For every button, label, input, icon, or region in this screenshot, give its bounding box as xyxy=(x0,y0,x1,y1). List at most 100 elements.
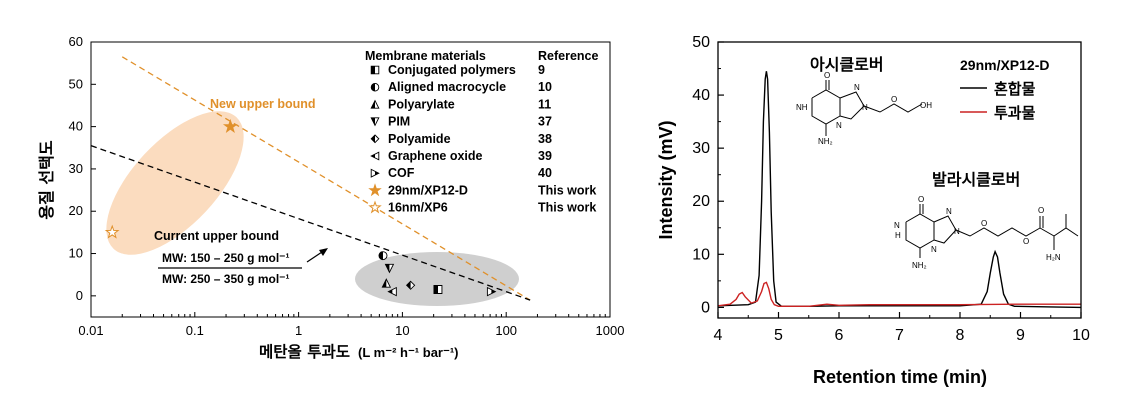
acyclovir-o-ether: O xyxy=(891,95,897,104)
left-x-tick-label: 10 xyxy=(395,323,409,338)
left-x-tick-label: 1000 xyxy=(596,323,625,338)
legend-marker-6 xyxy=(370,151,380,161)
legend-marker-4 xyxy=(370,117,380,127)
left-y-tick-label: 0 xyxy=(76,288,83,303)
point-aligned-macrocycle xyxy=(378,251,388,261)
acyclovir-nh2: NH₂ xyxy=(818,137,833,146)
legend-header-reference: Reference xyxy=(538,49,598,63)
left-y-tick-label: 30 xyxy=(69,161,83,176)
left-chart: 0.01 0.1 1 10 100 1000 0 10 20 30 40 50 60 용질 선택도 메탄… xyxy=(37,34,624,361)
valacyclovir-o-ester: O xyxy=(1023,237,1029,246)
legend-ref-5: 38 xyxy=(538,132,552,146)
right-x-tick-label: 10 xyxy=(1072,327,1090,344)
legend-label-mixture: 혼합물 xyxy=(994,80,1036,98)
left-x-axis-units: (L m⁻² h⁻¹ bar⁻¹) xyxy=(358,345,459,360)
valacyclovir-structure xyxy=(905,204,1079,258)
left-y-tick-label: 20 xyxy=(69,203,83,218)
mw-bottom-label: MW: 250 – 350 g mol⁻¹ xyxy=(162,272,289,286)
upper-bound-lines xyxy=(90,56,531,301)
legend-marker-5 xyxy=(370,134,380,144)
right-axis-ticks: 4 5 6 7 8 9 10 0 10 20 30 40 50 xyxy=(692,34,1090,344)
legend-ref-3: 11 xyxy=(538,97,551,111)
right-x-tick-label: 5 xyxy=(774,327,783,344)
point-polyamide xyxy=(405,280,416,290)
mw-arrow-head xyxy=(319,248,328,256)
right-x-tick-label: 6 xyxy=(835,327,844,344)
legend-label-6: Graphene oxide xyxy=(388,149,483,163)
acyclovir-oh: OH xyxy=(920,101,932,110)
right-y-tick-label: 50 xyxy=(692,34,710,51)
legend-label-9: 16nm/XP6 xyxy=(388,201,448,215)
legend-label-7: COF xyxy=(388,166,415,180)
legend-marker-9 xyxy=(368,200,382,214)
current-upper-bound-label: Current upper bound xyxy=(154,229,279,243)
left-axis-ticks: 0.01 0.1 1 10 100 1000 0 10 20 30 40 50 60 xyxy=(69,34,625,338)
acyclovir-structure xyxy=(811,80,923,136)
point-graphene-oxide xyxy=(387,286,397,297)
valacyclovir-o-ether: O xyxy=(981,219,987,228)
legend-label-1: Conjugated polymers xyxy=(388,63,516,77)
right-x-axis-label: Retention time (min) xyxy=(813,367,987,387)
current-upper-bound-line xyxy=(90,145,531,301)
legend-ref-1: 9 xyxy=(538,63,545,77)
left-plot-frame xyxy=(90,41,611,318)
legend-header-materials: Membrane materials xyxy=(365,49,486,63)
left-x-tick-label: 0.1 xyxy=(186,323,204,338)
legend-ref-4: 37 xyxy=(538,115,552,129)
legend-label-permeate: 투과물 xyxy=(994,104,1036,122)
legend-label-5: Polyamide xyxy=(388,132,451,146)
legend-marker-7 xyxy=(370,168,380,178)
data-points xyxy=(104,118,497,297)
legend-label-2: Aligned macrocycle xyxy=(388,80,506,94)
legend-label-3: Polyarylate xyxy=(388,97,455,111)
point-29nm-xp12-d xyxy=(222,118,238,133)
peak2-label: 발라시클로버 xyxy=(932,170,1020,189)
legend-ref-9: This work xyxy=(538,201,596,215)
legend-label-8: 29nm/XP12-D xyxy=(388,183,468,197)
right-y-tick-label: 40 xyxy=(692,87,710,104)
left-x-axis-label: 메탄올 투과도 xyxy=(259,343,350,361)
valacyclovir-n1: N xyxy=(946,207,952,216)
acyclovir-n1: N xyxy=(854,83,860,92)
valacyclovir-o-carbonyl: O xyxy=(1038,206,1044,215)
valacyclovir-n2: N xyxy=(954,227,960,236)
left-x-tick-label: 0.01 xyxy=(78,323,103,338)
point-16nm-xp6 xyxy=(104,224,120,239)
left-y-tick-label: 40 xyxy=(69,119,83,134)
legend-marker-3 xyxy=(370,99,380,109)
mw-top-label: MW: 150 – 250 g mol⁻¹ xyxy=(162,251,289,265)
right-chart: 4 5 6 7 8 9 10 0 10 20 30 40 50 Intensity (mV) Reten… xyxy=(656,34,1090,387)
left-legend: Membrane materials Reference Conjugated … xyxy=(365,49,598,215)
right-x-tick-label: 9 xyxy=(1016,327,1025,344)
orange-highlight-ellipse xyxy=(106,111,244,255)
right-y-tick-label: 30 xyxy=(692,140,710,157)
acyclovir-n3: N xyxy=(836,121,842,130)
valacyclovir-n: N xyxy=(894,221,900,230)
point-conjugated-polymers xyxy=(433,285,443,294)
legend-ref-6: 39 xyxy=(538,149,552,163)
valacyclovir-h: H xyxy=(895,231,901,240)
point-cof xyxy=(486,286,497,297)
right-y-tick-label: 10 xyxy=(692,246,710,263)
new-upper-bound-label: New upper bound xyxy=(210,97,316,111)
point-polyarylate xyxy=(381,278,392,288)
left-x-tick-label: 1 xyxy=(295,323,302,338)
acyclovir-nh: NH xyxy=(796,103,808,112)
legend-label-4: PIM xyxy=(388,115,410,129)
valacyclovir-h2n: H₂N xyxy=(1046,253,1061,262)
left-y-tick-label: 60 xyxy=(69,34,83,49)
peak1-label: 아시클로버 xyxy=(810,55,884,74)
right-x-tick-label: 8 xyxy=(956,327,965,344)
point-pim xyxy=(384,263,395,274)
legend-marker-1 xyxy=(370,65,380,75)
legend-ref-8: This work xyxy=(538,183,596,197)
legend-marker-8 xyxy=(368,183,382,197)
left-y-tick-label: 10 xyxy=(69,246,83,261)
acyclovir-n2: N xyxy=(862,103,868,112)
legend-ref-7: 40 xyxy=(538,166,552,180)
series-permeate-line xyxy=(717,281,1081,307)
valacyclovir-n3: N xyxy=(931,245,937,254)
left-x-tick-label: 100 xyxy=(495,323,517,338)
valacyclovir-o: O xyxy=(918,195,924,204)
